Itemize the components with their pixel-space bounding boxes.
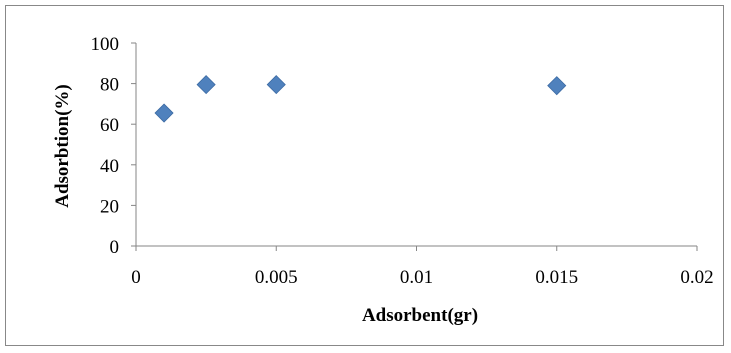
data-points xyxy=(154,75,567,123)
y-tick-label: 60 xyxy=(100,115,119,136)
y-tick-label: 20 xyxy=(100,196,119,217)
y-tick-label: 0 xyxy=(110,237,120,258)
chart-frame xyxy=(5,5,724,346)
x-tick-label: 0 xyxy=(131,267,141,288)
x-axis-title: Adsorbent(gr) xyxy=(362,305,478,326)
data-point-diamond xyxy=(266,75,286,95)
y-tick-label: 100 xyxy=(91,34,120,55)
data-point-diamond xyxy=(547,76,567,96)
x-axis-ticks: 0 0.005 0.01 0.015 0.02 xyxy=(131,246,714,288)
data-point-diamond xyxy=(196,75,216,95)
x-tick-label: 0.01 xyxy=(400,267,433,288)
y-tick-label: 40 xyxy=(100,156,119,177)
axes xyxy=(135,43,697,247)
y-tick-label: 80 xyxy=(100,75,119,96)
data-point-diamond xyxy=(154,103,174,123)
y-axis-ticks: 0 20 40 60 80 100 xyxy=(91,34,136,258)
x-tick-label: 0.015 xyxy=(535,267,578,288)
y-axis-title: Adsorbtion(%) xyxy=(52,84,73,208)
x-tick-label: 0.02 xyxy=(680,267,713,288)
x-tick-label: 0.005 xyxy=(255,267,298,288)
